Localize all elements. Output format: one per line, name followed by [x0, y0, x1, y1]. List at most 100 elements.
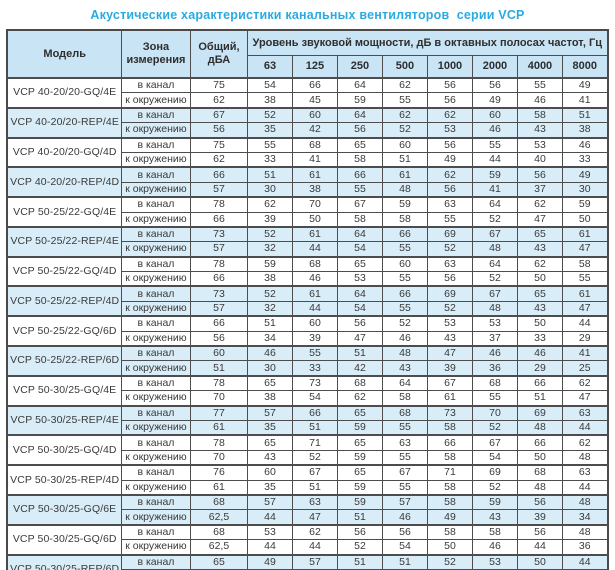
level-cell-2000hz: 67 — [471, 285, 518, 302]
level-cell-2000hz: 59 — [471, 166, 518, 183]
level-cell-2000hz: 46 — [471, 539, 518, 555]
level-cell-8000hz: 47 — [561, 300, 609, 317]
total-dba-cell: 70 — [189, 390, 248, 407]
level-cell-125hz: 68 — [291, 255, 338, 273]
table-row: VCP 50-30/25-REP/4D в канал 76 60 67 65 67 71 69… — [6, 464, 609, 496]
model-cell: VCP 50-30/25-REP/4D — [6, 464, 122, 496]
zone-cell: к окружению — [120, 241, 191, 258]
level-cell-1000hz: 56 — [426, 136, 473, 153]
level-cell-4000hz: 43 — [516, 300, 563, 317]
frequency-header-row: 63 125 250 500 1000 2000 4000 8000 — [7, 55, 609, 79]
level-cell-63hz: 51 — [246, 315, 293, 332]
level-cell-8000hz: 49 — [561, 77, 609, 94]
table-row: к окружению 70 43 52 59 55 58 54 50 48 — [7, 449, 609, 466]
level-cell-63hz: 32 — [246, 241, 293, 258]
level-cell-8000hz: 30 — [561, 181, 609, 198]
level-cell-2000hz: 59 — [471, 493, 518, 511]
header-frequency-2000: 2000 — [471, 55, 518, 79]
level-cell-500hz: 48 — [381, 345, 428, 362]
zone-cell: в канал — [120, 166, 191, 183]
zone-cell: к окружению — [120, 449, 191, 466]
level-cell-500hz: 55 — [381, 479, 428, 496]
level-cell-2000hz: 48 — [471, 241, 518, 258]
zone-cell: к окружению — [120, 419, 191, 436]
level-cell-8000hz: 41 — [561, 345, 609, 362]
zone-cell: в канал — [120, 345, 191, 362]
table-row: к окружению 62 38 45 59 55 56 49 46 41 — [7, 92, 609, 109]
level-cell-4000hz: 66 — [516, 374, 563, 392]
level-cell-4000hz: 50 — [516, 553, 563, 570]
level-cell-8000hz: 48 — [561, 523, 609, 541]
level-cell-63hz: 46 — [246, 345, 293, 362]
level-cell-63hz: 43 — [246, 449, 293, 466]
model-cell: VCP 40-20/20-GQ/4E — [6, 77, 122, 109]
zone-cell: к окружению — [120, 181, 191, 198]
level-cell-125hz: 54 — [291, 390, 338, 407]
total-dba-cell: 75 — [189, 77, 248, 94]
level-cell-8000hz: 44 — [561, 479, 609, 496]
model-cell: VCP 40-20/20-REP/4E — [6, 106, 122, 139]
zone-cell: в канал — [120, 553, 191, 570]
zone-cell: в канал — [120, 196, 191, 213]
level-cell-63hz: 30 — [246, 181, 293, 198]
table-row: VCP 40-20/20-GQ/4E в канал 75 54 66 64 62 56 56 5… — [6, 77, 609, 109]
level-cell-4000hz: 43 — [516, 122, 563, 139]
level-cell-8000hz: 62 — [561, 434, 609, 451]
level-cell-1000hz: 61 — [426, 390, 473, 407]
zone-cell: к окружению — [120, 92, 191, 109]
level-cell-1000hz: 53 — [426, 122, 473, 139]
level-cell-500hz: 52 — [381, 122, 428, 139]
level-cell-2000hz: 55 — [471, 390, 518, 407]
level-cell-500hz: 60 — [381, 255, 428, 273]
level-cell-4000hz: 48 — [516, 419, 563, 436]
zone-cell: в канал — [120, 106, 191, 124]
level-cell-63hz: 65 — [246, 374, 293, 392]
total-dba-cell: 57 — [189, 241, 248, 258]
level-cell-125hz: 45 — [291, 92, 338, 109]
level-cell-1000hz: 58 — [426, 479, 473, 496]
level-cell-8000hz: 25 — [561, 360, 609, 377]
page-title: Акустические характеристики канальных ве… — [90, 8, 525, 22]
total-dba-cell: 70 — [189, 449, 248, 466]
model-cell: VCP 50-25/22-GQ/4E — [6, 196, 122, 228]
table-row: VCP 40-20/20-REP/4D в канал 66 51 61 66 61 62 59… — [6, 166, 609, 198]
total-dba-cell: 61 — [189, 479, 248, 496]
level-cell-250hz: 64 — [336, 225, 383, 243]
level-cell-250hz: 53 — [336, 271, 383, 287]
level-cell-250hz: 65 — [336, 434, 383, 451]
table-row: к окружению 57 32 44 54 55 52 48 43 47 — [7, 300, 609, 317]
level-cell-8000hz: 61 — [561, 285, 609, 302]
level-cell-1000hz: 56 — [426, 77, 473, 94]
level-cell-500hz: 56 — [381, 523, 428, 541]
level-cell-2000hz: 46 — [471, 345, 518, 362]
level-cell-4000hz: 65 — [516, 285, 563, 302]
level-cell-63hz: 30 — [246, 360, 293, 377]
level-cell-1000hz: 58 — [426, 449, 473, 466]
level-cell-8000hz: 61 — [561, 225, 609, 243]
level-cell-1000hz: 67 — [426, 374, 473, 392]
level-cell-63hz: 52 — [246, 285, 293, 302]
level-cell-250hz: 65 — [336, 255, 383, 273]
level-cell-4000hz: 44 — [516, 539, 563, 555]
total-dba-cell: 66 — [189, 211, 248, 228]
total-dba-cell: 68 — [189, 493, 248, 511]
level-cell-8000hz: 34 — [561, 509, 609, 526]
level-cell-4000hz: 47 — [516, 211, 563, 228]
model-cell: VCP 50-25/22-REP/6D — [6, 345, 122, 377]
level-cell-4000hz: 46 — [516, 345, 563, 362]
level-cell-8000hz: 41 — [561, 92, 609, 109]
level-cell-8000hz: 44 — [561, 553, 609, 570]
level-cell-250hz: 56 — [336, 315, 383, 332]
level-cell-500hz: 68 — [381, 404, 428, 421]
level-cell-500hz: 59 — [381, 196, 428, 213]
model-cell: VCP 40-20/20-GQ/4D — [6, 136, 122, 168]
level-cell-2000hz: 67 — [471, 434, 518, 451]
level-cell-250hz: 64 — [336, 106, 383, 124]
level-cell-63hz: 53 — [246, 523, 293, 541]
level-cell-2000hz: 67 — [471, 225, 518, 243]
table-row: VCP 40-20/20-GQ/4D в канал 75 55 68 65 60 56 55 5… — [6, 136, 609, 168]
level-cell-63hz: 44 — [246, 509, 293, 526]
table-row: к окружению 66 38 46 53 55 56 52 50 55 — [7, 271, 609, 287]
level-cell-4000hz: 58 — [516, 106, 563, 124]
